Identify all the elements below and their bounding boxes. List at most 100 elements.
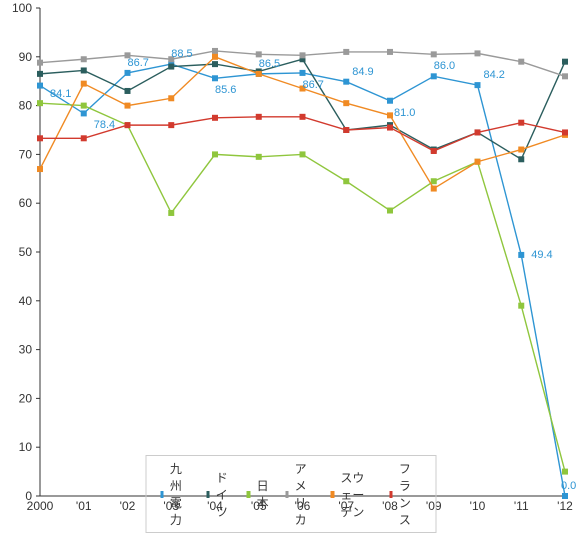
series-marker-germany bbox=[562, 59, 568, 65]
data-label: 0.0 bbox=[561, 480, 576, 492]
series-marker-france bbox=[562, 129, 568, 135]
data-label: 84.2 bbox=[484, 69, 505, 81]
series-marker-germany bbox=[81, 67, 87, 73]
series-line-japan bbox=[40, 103, 565, 471]
series-marker-kyushu bbox=[518, 252, 524, 258]
svg-text:20: 20 bbox=[19, 391, 33, 405]
series-marker-france bbox=[343, 127, 349, 133]
series-marker-usa bbox=[518, 59, 524, 65]
svg-text:70: 70 bbox=[19, 147, 33, 161]
legend-label: ドイツ bbox=[216, 469, 233, 520]
svg-text:10: 10 bbox=[19, 440, 33, 454]
series-marker-kyushu bbox=[562, 493, 568, 499]
legend-item-japan: 日本 bbox=[246, 477, 271, 511]
series-marker-germany bbox=[37, 71, 43, 77]
legend-marker-icon bbox=[390, 491, 393, 498]
series-marker-japan bbox=[81, 103, 87, 109]
series-marker-france bbox=[37, 135, 43, 141]
svg-text:'11: '11 bbox=[514, 499, 529, 513]
data-label: 86.7 bbox=[303, 79, 324, 91]
legend-marker-icon bbox=[331, 491, 334, 498]
data-label: 86.0 bbox=[434, 60, 455, 72]
series-marker-japan bbox=[256, 154, 262, 160]
svg-text:'10: '10 bbox=[470, 499, 486, 513]
data-label: 86.5 bbox=[259, 58, 280, 70]
svg-text:60: 60 bbox=[19, 196, 33, 210]
series-marker-france bbox=[475, 129, 481, 135]
legend-marker-icon bbox=[246, 491, 250, 498]
svg-text:30: 30 bbox=[19, 343, 33, 357]
svg-text:50: 50 bbox=[19, 245, 33, 259]
svg-text:40: 40 bbox=[19, 294, 33, 308]
series-marker-germany bbox=[212, 61, 218, 67]
series-marker-japan bbox=[300, 151, 306, 157]
series-marker-kyushu bbox=[212, 75, 218, 81]
series-marker-japan bbox=[518, 303, 524, 309]
series-marker-usa bbox=[475, 50, 481, 56]
series-marker-kyushu bbox=[37, 83, 43, 89]
series-marker-sweden bbox=[431, 186, 437, 192]
series-marker-japan bbox=[431, 178, 437, 184]
series-marker-usa bbox=[81, 56, 87, 62]
series-marker-sweden bbox=[475, 159, 481, 165]
data-label: 86.7 bbox=[128, 57, 149, 69]
svg-text:'02: '02 bbox=[120, 499, 136, 513]
series-marker-france bbox=[256, 114, 262, 120]
legend-label: アメリカ bbox=[295, 460, 317, 528]
series-marker-kyushu bbox=[431, 73, 437, 79]
series-marker-japan bbox=[168, 210, 174, 216]
legend-marker-icon bbox=[285, 491, 288, 498]
series-marker-germany bbox=[125, 88, 131, 94]
series-marker-usa bbox=[562, 73, 568, 79]
series-marker-france bbox=[387, 125, 393, 131]
series-marker-japan bbox=[562, 469, 568, 475]
series-marker-usa bbox=[212, 48, 218, 54]
series-marker-france bbox=[300, 114, 306, 120]
series-marker-germany bbox=[168, 64, 174, 70]
series-marker-usa bbox=[431, 51, 437, 57]
series-marker-kyushu bbox=[475, 82, 481, 88]
series-marker-france bbox=[431, 148, 437, 154]
series-marker-usa bbox=[37, 60, 43, 66]
svg-text:80: 80 bbox=[19, 99, 33, 113]
series-marker-sweden bbox=[168, 95, 174, 101]
legend: 九州電力 ドイツ 日本 アメリカ スウェーデン フランス bbox=[146, 455, 437, 533]
data-label: 88.5 bbox=[171, 48, 192, 60]
series-marker-sweden bbox=[343, 100, 349, 106]
legend-marker-icon bbox=[207, 491, 210, 498]
svg-text:'01: '01 bbox=[76, 499, 92, 513]
series-marker-japan bbox=[212, 151, 218, 157]
series-marker-sweden bbox=[81, 81, 87, 87]
series-marker-usa bbox=[300, 52, 306, 58]
data-label: 78.4 bbox=[94, 119, 115, 131]
svg-text:90: 90 bbox=[19, 50, 33, 64]
data-label: 84.1 bbox=[50, 88, 71, 100]
series-line-kyushu bbox=[40, 64, 565, 496]
series-marker-kyushu bbox=[125, 70, 131, 76]
legend-label: スウェーデン bbox=[340, 469, 375, 520]
series-marker-france bbox=[81, 135, 87, 141]
legend-item-germany: ドイツ bbox=[207, 469, 233, 520]
series-marker-japan bbox=[387, 208, 393, 214]
series-marker-kyushu bbox=[387, 98, 393, 104]
series-marker-sweden bbox=[387, 112, 393, 118]
svg-text:100: 100 bbox=[12, 1, 32, 15]
legend-label: フランス bbox=[399, 460, 422, 528]
series-marker-sweden bbox=[37, 166, 43, 172]
data-label: 81.0 bbox=[394, 107, 415, 119]
data-label: 84.9 bbox=[352, 66, 373, 78]
series-marker-usa bbox=[387, 49, 393, 55]
series-marker-france bbox=[212, 115, 218, 121]
legend-item-kyushu: 九州電力 bbox=[161, 460, 193, 528]
legend-item-usa: アメリカ bbox=[285, 460, 317, 528]
series-marker-france bbox=[518, 120, 524, 126]
series-marker-usa bbox=[343, 49, 349, 55]
svg-text:2000: 2000 bbox=[27, 499, 54, 513]
series-marker-usa bbox=[256, 51, 262, 57]
legend-label: 日本 bbox=[257, 477, 272, 511]
series-marker-kyushu bbox=[343, 79, 349, 85]
legend-marker-icon bbox=[161, 491, 164, 498]
legend-item-france: フランス bbox=[390, 460, 422, 528]
data-label: 49.4 bbox=[531, 249, 552, 261]
series-marker-japan bbox=[343, 178, 349, 184]
